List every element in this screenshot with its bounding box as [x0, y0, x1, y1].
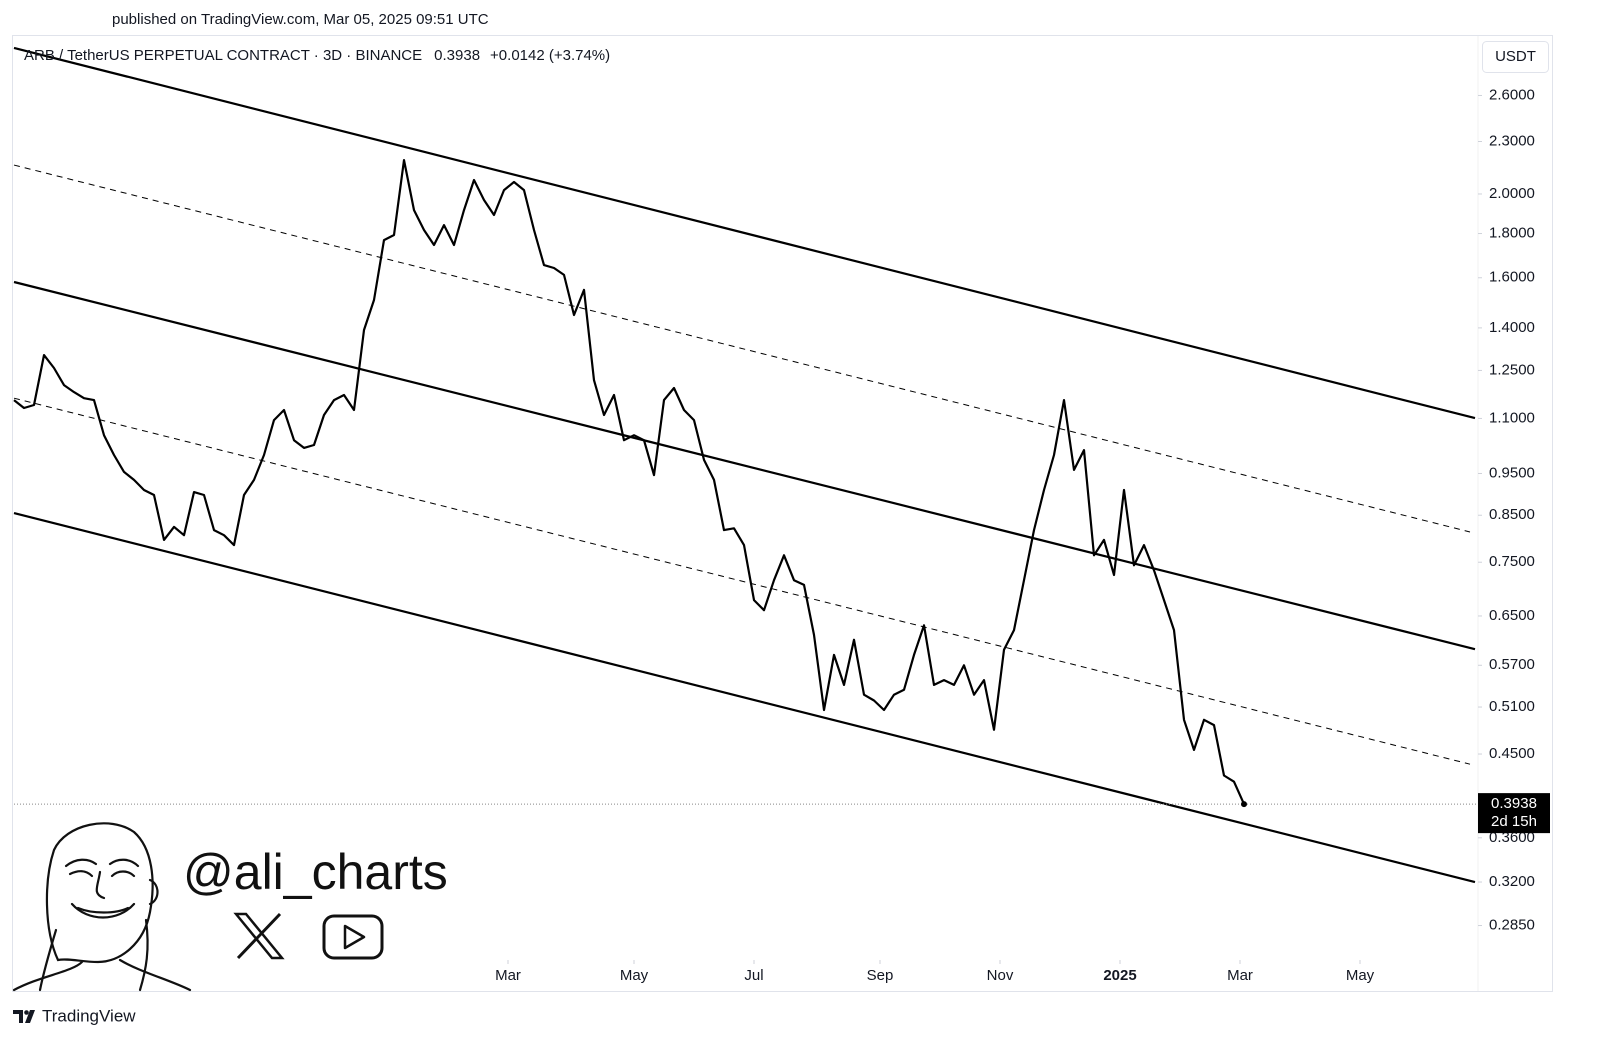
- y-tick-label: 0.6500: [1489, 607, 1535, 624]
- x-tick-label: May: [620, 967, 649, 984]
- last-price: 0.3938: [434, 47, 480, 64]
- avatar-sketch: [12, 822, 192, 992]
- youtube-icon: [322, 914, 384, 960]
- y-tick-label: 0.8500: [1489, 506, 1535, 523]
- legend-header: ARB / TetherUS PERPETUAL CONTRACT · 3D ·…: [24, 47, 610, 64]
- y-tick-label: 1.6000: [1489, 269, 1535, 286]
- x-tick-label: Jul: [744, 967, 763, 984]
- footer-brand: TradingView: [42, 1006, 136, 1025]
- y-tick-label: 0.5700: [1489, 656, 1535, 673]
- x-tick-label: Mar: [495, 967, 521, 984]
- chart-frame: [12, 35, 1553, 992]
- currency-box[interactable]: [1482, 41, 1549, 73]
- price-change: +0.0142 (+3.74%): [490, 47, 610, 64]
- x-tick-label: Sep: [867, 967, 894, 984]
- y-tick-label: 2.6000: [1489, 86, 1535, 103]
- x-tick-label: Mar: [1227, 967, 1253, 984]
- channel-line: [13, 280, 1476, 651]
- y-tick-label: 2.3000: [1489, 132, 1535, 149]
- y-tick-label: 1.2500: [1489, 361, 1535, 378]
- y-tick-label: 2.0000: [1489, 185, 1535, 202]
- y-tick-label: 0.2850: [1489, 916, 1535, 933]
- price-line: [13, 159, 1246, 805]
- y-tick-label: 0.9500: [1489, 464, 1535, 481]
- channel-line: [13, 164, 1471, 533]
- x-icon: [233, 912, 285, 960]
- y-tick-label: 1.1000: [1489, 409, 1535, 426]
- watermark-handle: @ali_charts: [183, 844, 448, 900]
- y-tick-label: 0.7500: [1489, 553, 1535, 570]
- x-tick-label: May: [1346, 967, 1375, 984]
- x-tick-label: 2025: [1103, 967, 1136, 984]
- tradingview-logo: [13, 1010, 35, 1023]
- plot: [13, 46, 1482, 964]
- y-tick-label: 0.4500: [1489, 745, 1535, 762]
- channel-line: [13, 397, 1471, 765]
- last-point: [1241, 801, 1247, 808]
- currency-label[interactable]: USDT: [1495, 48, 1536, 65]
- channel-line: [13, 46, 1476, 420]
- price-tag: [1478, 793, 1550, 834]
- price-tag-value: 0.3938: [1491, 795, 1537, 812]
- channel-line: [13, 511, 1476, 884]
- published-note: published on TradingView.com, Mar 05, 20…: [112, 11, 489, 28]
- y-tick-label: 0.3200: [1489, 873, 1535, 890]
- y-tick-label: 0.5100: [1489, 698, 1535, 715]
- symbol-title: ARB / TetherUS PERPETUAL CONTRACT · 3D ·…: [24, 47, 422, 64]
- price-tag-countdown: 2d 15h: [1491, 813, 1537, 830]
- y-tick-label: 1.4000: [1489, 319, 1535, 336]
- x-tick-label: Nov: [987, 967, 1014, 984]
- y-tick-label: 1.8000: [1489, 225, 1535, 242]
